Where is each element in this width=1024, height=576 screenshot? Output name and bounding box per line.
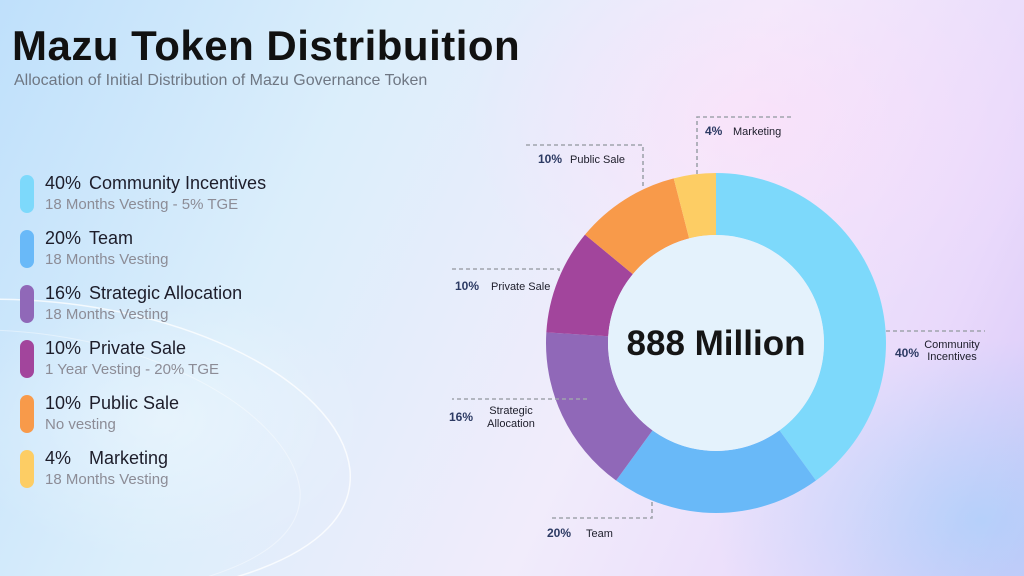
legend-title: 16% Strategic Allocation [45,282,340,304]
legend-percent: 4% [45,448,72,468]
slice-name-label: Allocation [487,418,535,430]
legend-swatch [20,450,34,488]
slice-percent-label: 40% [895,346,919,360]
legend-detail: 18 Months Vesting - 5% TGE [45,196,239,213]
slice-name-label: Incentives [927,351,977,363]
legend-detail: 18 Months Vesting [45,471,169,488]
legend-item: 10% Public Sale No vesting [20,392,340,447]
slice-name-label: Strategic [489,405,533,417]
donut-slice [546,332,653,481]
legend-percent: 20% [45,228,82,248]
donut-center [608,235,824,451]
legend-swatch [20,395,34,433]
slice-percent-label: 10% [538,152,562,166]
callout-line [552,502,653,519]
legend-title: 40% Community Incentives [45,172,340,194]
legend-title: 4% Marketing [45,447,340,469]
legend-swatch [20,175,34,213]
legend-label: Strategic Allocation [89,283,243,303]
slice-percent-label: 10% [455,279,479,293]
slice-percent-label: 4% [705,124,723,138]
legend-detail: 18 Months Vesting [45,306,169,323]
legend-label: Marketing [89,448,169,468]
slice-name-label: Community [924,339,980,351]
callout-line [525,144,644,186]
slice-name-label: Team [586,528,613,540]
legend: 40% Community Incentives 18 Months Vesting… [20,172,340,502]
legend-item: 16% Strategic Allocation 18 Months Vesting [20,282,340,337]
slice-name-label: Marketing [733,126,781,138]
legend-percent: 40% [45,173,82,193]
callout-line [452,268,560,271]
legend-label: Public Sale [89,393,180,413]
legend-swatch [20,340,34,378]
legend-percent: 16% [45,283,82,303]
legend-label: Community Incentives [89,173,267,193]
legend-item: 4% Marketing 18 Months Vesting [20,447,340,502]
center-label: 888 Million [627,324,806,363]
legend-title: 20% Team [45,227,340,249]
slice-name-label: Private Sale [491,281,550,293]
legend-item: 40% Community Incentives 18 Months Vesting… [20,172,340,227]
page-title: Mazu Token Distribuition [12,22,521,69]
legend-detail: 1 Year Vesting - 20% TGE [45,361,220,378]
legend-percent: 10% [45,338,82,358]
slice-percent-label: 16% [449,410,473,424]
legend-detail: No vesting [45,416,116,433]
legend-title: 10% Public Sale [45,392,340,414]
legend-label: Team [89,228,134,248]
page-subtitle: Allocation of Initial Distribution of Ma… [14,72,428,89]
legend-item: 20% Team 18 Months Vesting [20,227,340,282]
legend-item: 10% Private Sale 1 Year Vesting - 20% TGE [20,337,340,392]
donut-slice [716,173,887,481]
slice-percent-label: 20% [547,526,571,540]
donut-slice [585,178,690,275]
legend-title: 10% Private Sale [45,337,340,359]
slice-name-label: Public Sale [570,154,625,166]
donut-slice [616,430,816,514]
legend-percent: 10% [45,393,82,413]
donut-slice [673,173,716,239]
legend-swatch [20,230,34,268]
legend-detail: 18 Months Vesting [45,251,169,268]
callout-line [696,116,792,174]
legend-swatch [20,285,34,323]
donut-slice [546,234,633,337]
legend-label: Private Sale [89,338,187,358]
